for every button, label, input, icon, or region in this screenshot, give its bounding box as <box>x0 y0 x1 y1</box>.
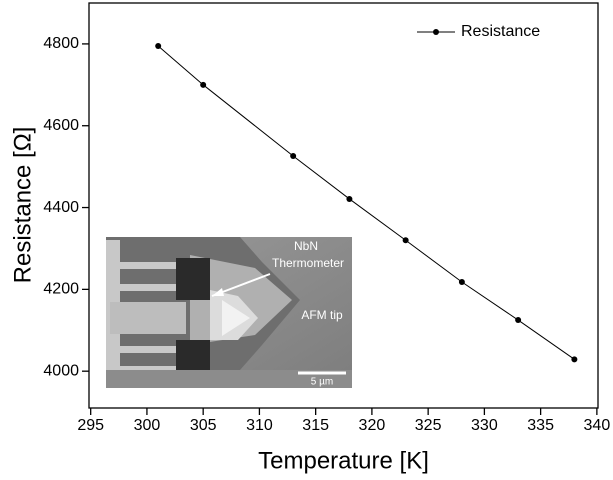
x-tick-label: 315 <box>302 417 329 434</box>
inset-label: Thermometer <box>272 256 344 270</box>
data-point <box>402 237 409 244</box>
x-tick-label: 305 <box>190 417 217 434</box>
data-point <box>458 279 465 285</box>
data-point <box>155 42 162 49</box>
y-tick-label: 4000 <box>43 362 79 379</box>
x-tick-label: 300 <box>134 417 161 434</box>
x-axis-title: Temperature [K] <box>258 447 429 474</box>
data-point <box>571 356 578 363</box>
inset-image <box>106 237 352 388</box>
inset-label: AFM tip <box>301 308 343 322</box>
x-tick-label: 295 <box>77 417 104 434</box>
legend-label: Resistance <box>461 23 540 40</box>
x-tick-label: 320 <box>359 417 386 434</box>
data-point <box>200 81 207 88</box>
plot-frame <box>88 2 599 409</box>
data-point <box>290 153 297 159</box>
inset-label: NbN <box>294 239 318 253</box>
legend-marker <box>433 29 439 35</box>
y-axis-title: Resistance [Ω] <box>9 127 36 284</box>
y-tick-label: 4200 <box>43 281 79 298</box>
scale-bar-label: 5 µm <box>311 377 333 388</box>
y-tick-label: 4800 <box>43 35 79 52</box>
x-tick-label: 325 <box>415 417 442 434</box>
data-point <box>515 317 522 324</box>
x-tick-label: 310 <box>246 417 273 434</box>
data-point <box>346 195 353 202</box>
x-tick-label: 335 <box>527 417 554 434</box>
y-tick-label: 4400 <box>43 199 79 216</box>
y-tick-label: 4600 <box>43 117 79 134</box>
data-line <box>157 45 575 360</box>
x-tick-label: 330 <box>471 417 498 434</box>
x-tick-label: 340 <box>584 417 611 434</box>
